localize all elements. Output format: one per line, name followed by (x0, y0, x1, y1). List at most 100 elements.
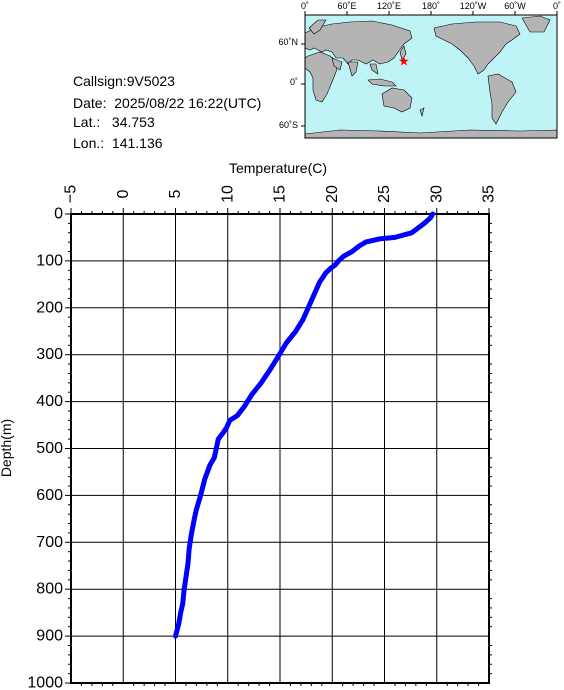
map-lat-tick-0: 0˚ (290, 77, 298, 87)
profile-point (323, 270, 329, 275)
new-zealand (419, 107, 425, 118)
lat-line: Lat.: 34.753 (73, 114, 155, 130)
profile-point (176, 622, 181, 627)
profile-point (185, 561, 191, 566)
map-lon-tick-120e: 120˚E (377, 1, 401, 11)
map-lon-tick-0: 0˚ (301, 1, 309, 11)
x-axis-label: Temperature(C) (228, 160, 328, 176)
eurasia-landmass (304, 20, 413, 65)
map-land (304, 15, 558, 139)
profile-point (363, 239, 368, 245)
world-map: 0˚ 60˚E 120˚E 180˚ 120˚W 60˚W 0˚ 60˚N 0˚… (278, 1, 561, 139)
north-america (433, 21, 521, 75)
x-tick-label: −5 (63, 185, 80, 203)
callsign-value: 9V5023 (126, 73, 175, 89)
x-tick-label: 0 (115, 189, 132, 198)
plot-frame (70, 213, 490, 684)
profile-point (349, 249, 355, 254)
date-label: Date: (73, 95, 107, 111)
y-tick-label: 100 (36, 252, 63, 269)
profile-point (357, 243, 362, 249)
greenland (521, 15, 551, 33)
indonesia-islands (367, 78, 397, 87)
arabia (331, 57, 343, 71)
map-lon-tick-60e: 60˚E (337, 1, 356, 11)
y-tick-label: 200 (36, 299, 63, 316)
callsign-line: Callsign:9V5023 (73, 73, 175, 89)
profile-point (173, 633, 178, 639)
profile-point (221, 429, 226, 435)
y-tick-label: 600 (36, 487, 63, 504)
temperature-profile-line (173, 211, 436, 639)
chart-grid (65, 208, 490, 684)
x-tick-label: 10 (219, 185, 236, 203)
lat-value: 34.753 (111, 114, 155, 130)
profile-point (284, 340, 289, 346)
temperature-profile-series (173, 211, 436, 639)
profile-point (194, 507, 199, 512)
profile-point (180, 601, 186, 606)
y-tick-label: 1000 (27, 675, 63, 690)
profile-point (186, 547, 192, 552)
y-tick-label: 0 (54, 206, 63, 223)
lon-label: Lon.: (73, 135, 105, 151)
south-america (487, 73, 517, 125)
x-tick-label: 30 (428, 185, 445, 203)
y-tick-label: 800 (36, 581, 63, 598)
profile-point (300, 317, 306, 322)
map-lon-tick-120w: 120˚W (460, 1, 487, 11)
profile-point (341, 254, 346, 259)
profile-point (214, 446, 219, 451)
profile-point (227, 418, 233, 423)
profile-point (202, 476, 207, 482)
date-value: 2025/08/22 16:22(UTC) (114, 95, 262, 111)
profile-point (317, 279, 322, 285)
y-tick-label: 300 (36, 346, 63, 363)
y-tick-label: 400 (36, 393, 63, 410)
profile-point (198, 493, 203, 498)
y-tick-label: 900 (36, 628, 63, 645)
lat-label: Lat.: (73, 114, 101, 130)
profile-point (192, 516, 197, 522)
profile-point (430, 211, 435, 217)
x-tick-label: 15 (272, 185, 289, 203)
profile-point (188, 533, 194, 538)
profile-point (258, 380, 264, 386)
profile-point (428, 215, 433, 220)
y-axis-label: Depth(m) (0, 418, 14, 478)
temperature-depth-chart: −5 0 5 10 15 20 25 30 35 01002003004005006007008… (27, 185, 497, 690)
profile-point (329, 265, 334, 271)
profile-point (224, 425, 229, 430)
map-ticks (301, 11, 558, 127)
profile-point (249, 392, 254, 397)
profile-point (268, 366, 273, 371)
profile-point (306, 305, 311, 310)
x-tick-label: 5 (167, 189, 184, 198)
x-tick-label: 35 (481, 185, 498, 203)
lon-value: 141.136 (111, 135, 163, 151)
india (347, 61, 359, 77)
lon-line: Lon.: 141.136 (73, 135, 163, 151)
callsign-label: Callsign: (73, 73, 127, 89)
y-tick-labels: 0 100 200 300 400 500 600 700 800 900 1000 (27, 206, 63, 690)
x-tick-labels: −5 0 5 10 15 20 25 30 35 (63, 185, 498, 203)
profile-point (242, 404, 247, 409)
australia (381, 87, 413, 113)
date-line: Date: 2025/08/22 16:22(UTC) (73, 95, 261, 111)
y-tick-label: 500 (36, 440, 63, 457)
southeast-asia (369, 63, 379, 75)
map-lon-tick-180: 180˚ (422, 1, 440, 11)
profile-point (377, 236, 382, 242)
profile-point (422, 221, 427, 226)
profile-point (392, 235, 398, 240)
y-tick-label: 700 (36, 534, 63, 551)
profile-point (178, 610, 183, 615)
x-tick-label: 25 (376, 185, 393, 203)
x-tick-label: 20 (324, 185, 341, 203)
map-lon-tick-60w: 60˚W (504, 1, 526, 11)
profile-point (216, 436, 221, 442)
profile-point (293, 329, 298, 334)
profile-point (336, 258, 341, 264)
map-lon-tick-0-right: 0˚ (553, 1, 561, 11)
